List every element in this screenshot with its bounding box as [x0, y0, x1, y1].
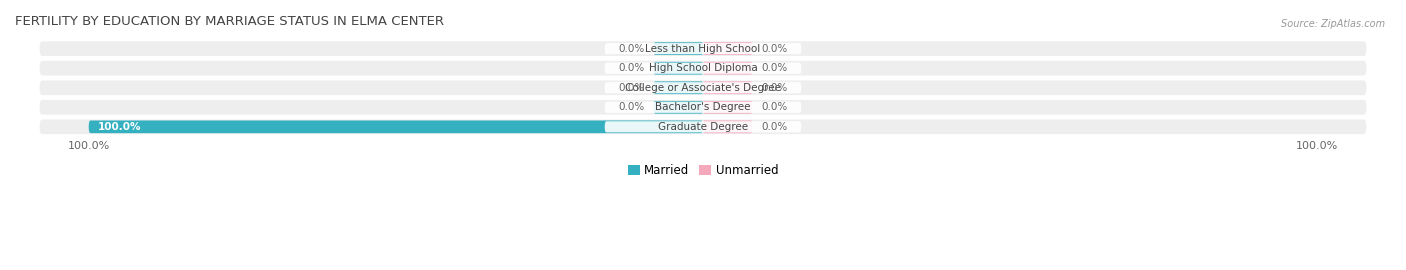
Text: Graduate Degree: Graduate Degree: [658, 122, 748, 132]
Text: 0.0%: 0.0%: [762, 44, 787, 54]
FancyBboxPatch shape: [39, 120, 1367, 134]
FancyBboxPatch shape: [605, 121, 801, 132]
Text: Source: ZipAtlas.com: Source: ZipAtlas.com: [1281, 19, 1385, 29]
Text: College or Associate's Degree: College or Associate's Degree: [626, 83, 780, 93]
FancyBboxPatch shape: [605, 102, 801, 113]
Text: 0.0%: 0.0%: [619, 83, 644, 93]
Text: High School Diploma: High School Diploma: [648, 63, 758, 73]
FancyBboxPatch shape: [703, 81, 752, 94]
Text: 0.0%: 0.0%: [619, 44, 644, 54]
FancyBboxPatch shape: [605, 82, 801, 93]
FancyBboxPatch shape: [654, 62, 703, 75]
Text: 0.0%: 0.0%: [762, 63, 787, 73]
FancyBboxPatch shape: [39, 61, 1367, 76]
FancyBboxPatch shape: [703, 62, 752, 75]
Text: Less than High School: Less than High School: [645, 44, 761, 54]
Text: 0.0%: 0.0%: [762, 83, 787, 93]
FancyBboxPatch shape: [605, 63, 801, 74]
FancyBboxPatch shape: [605, 43, 801, 54]
FancyBboxPatch shape: [654, 101, 703, 114]
Text: 0.0%: 0.0%: [762, 122, 787, 132]
Text: 0.0%: 0.0%: [619, 102, 644, 112]
Text: 0.0%: 0.0%: [762, 102, 787, 112]
FancyBboxPatch shape: [39, 80, 1367, 95]
Text: Bachelor's Degree: Bachelor's Degree: [655, 102, 751, 112]
Text: 0.0%: 0.0%: [619, 63, 644, 73]
FancyBboxPatch shape: [89, 120, 703, 133]
FancyBboxPatch shape: [39, 100, 1367, 114]
Legend: Married, Unmarried: Married, Unmarried: [623, 159, 783, 181]
FancyBboxPatch shape: [703, 120, 752, 133]
FancyBboxPatch shape: [703, 42, 752, 55]
FancyBboxPatch shape: [703, 101, 752, 114]
Text: 100.0%: 100.0%: [98, 122, 142, 132]
FancyBboxPatch shape: [654, 42, 703, 55]
FancyBboxPatch shape: [654, 81, 703, 94]
Text: FERTILITY BY EDUCATION BY MARRIAGE STATUS IN ELMA CENTER: FERTILITY BY EDUCATION BY MARRIAGE STATU…: [15, 15, 444, 28]
FancyBboxPatch shape: [39, 41, 1367, 56]
